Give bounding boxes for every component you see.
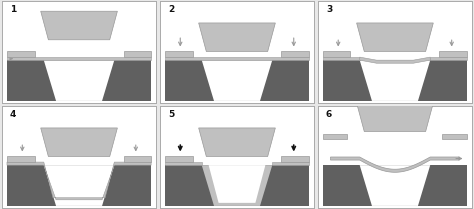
- Polygon shape: [202, 60, 272, 101]
- Bar: [282, 157, 309, 162]
- Polygon shape: [44, 60, 114, 101]
- Polygon shape: [7, 162, 151, 200]
- Bar: [7, 157, 35, 162]
- Bar: [282, 51, 309, 57]
- Polygon shape: [360, 165, 430, 206]
- Bar: [165, 162, 202, 165]
- Bar: [323, 60, 467, 101]
- Text: 4: 4: [10, 110, 17, 119]
- Text: 2: 2: [168, 5, 174, 14]
- Bar: [165, 157, 192, 162]
- Bar: [323, 57, 360, 60]
- Polygon shape: [202, 165, 272, 206]
- Bar: [165, 51, 192, 57]
- Bar: [7, 51, 35, 57]
- Bar: [443, 134, 467, 139]
- Text: 6: 6: [326, 110, 332, 119]
- Text: 3: 3: [326, 5, 332, 14]
- Bar: [323, 134, 347, 139]
- Bar: [439, 51, 467, 57]
- Bar: [165, 57, 309, 60]
- Bar: [430, 57, 467, 60]
- Text: 5: 5: [168, 110, 174, 119]
- Polygon shape: [41, 128, 118, 157]
- Bar: [323, 51, 350, 57]
- Bar: [7, 165, 151, 206]
- Polygon shape: [41, 11, 118, 40]
- Bar: [124, 157, 151, 162]
- Polygon shape: [330, 157, 459, 172]
- Polygon shape: [199, 23, 275, 51]
- Bar: [165, 60, 309, 101]
- Bar: [272, 162, 309, 165]
- Polygon shape: [360, 60, 430, 101]
- Polygon shape: [356, 103, 433, 131]
- Text: 1: 1: [10, 5, 16, 14]
- Bar: [124, 51, 151, 57]
- Polygon shape: [44, 165, 114, 206]
- Polygon shape: [209, 165, 265, 203]
- Polygon shape: [199, 128, 275, 157]
- Polygon shape: [360, 57, 430, 63]
- Bar: [7, 60, 151, 101]
- Polygon shape: [356, 23, 433, 51]
- Bar: [165, 165, 309, 206]
- Bar: [7, 57, 151, 60]
- Bar: [323, 165, 467, 206]
